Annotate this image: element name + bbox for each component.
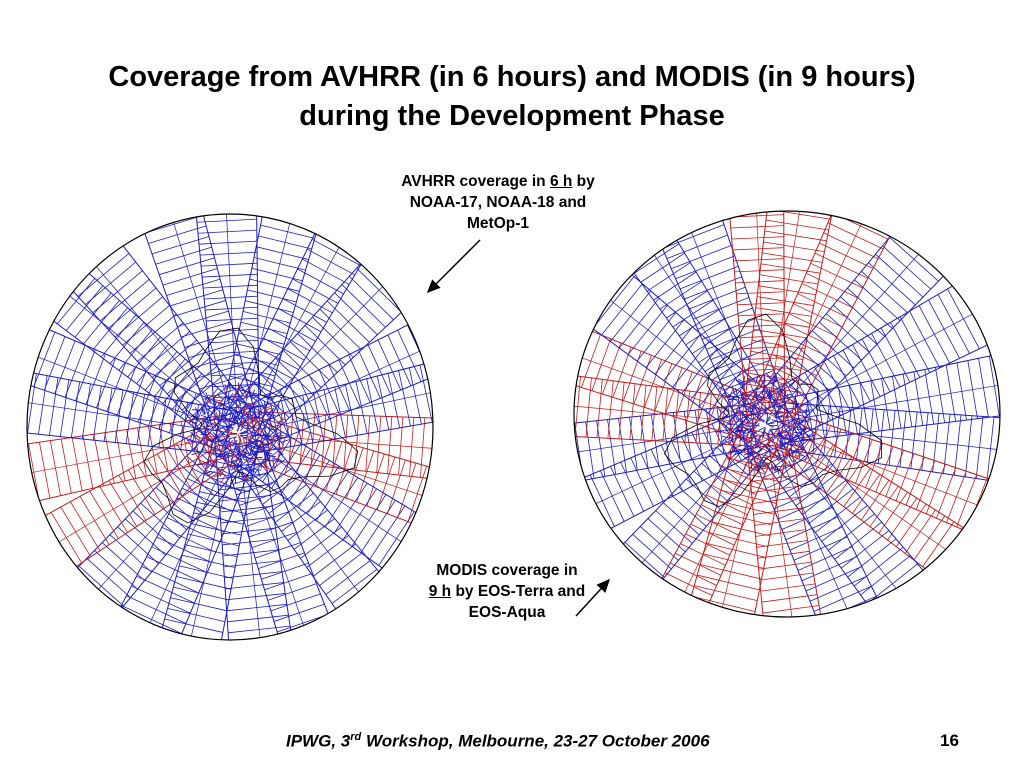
globe-outline bbox=[26, 213, 434, 641]
modis-callout: MODIS coverage in 9 h by EOS-Terra and E… bbox=[404, 560, 610, 623]
modis-callout-text: MODIS coverage in bbox=[436, 562, 578, 579]
avhrr-swath bbox=[749, 427, 903, 617]
slide-footer: IPWG, 3rd Workshop, Melbourne, 23-27 Oct… bbox=[286, 731, 710, 752]
avhrr-callout-duration: 6 h bbox=[549, 173, 573, 190]
modis-callout-satellites-2: EOS-Aqua bbox=[468, 604, 546, 621]
modis-callout-satellites: by EOS-Terra and bbox=[451, 583, 586, 600]
coastline bbox=[664, 313, 883, 508]
modis-swath bbox=[724, 211, 786, 415]
avhrr-swath bbox=[638, 211, 786, 421]
coastline bbox=[143, 327, 359, 524]
modis-swath bbox=[625, 426, 779, 617]
avhrr-callout-satellites-2: MetOp-1 bbox=[467, 215, 529, 232]
avhrr-callout-satellites: NOAA-17, NOAA-18 and bbox=[409, 194, 587, 211]
avhrr-callout: AVHRR coverage in 6 h by NOAA-17, NOAA-1… bbox=[378, 171, 618, 234]
modis-polar-coverage-map bbox=[573, 210, 1001, 618]
footer-superscript: rd bbox=[350, 731, 362, 743]
pole-cluster bbox=[716, 371, 816, 475]
modis-swath bbox=[774, 411, 1000, 546]
pole-cluster bbox=[185, 382, 289, 488]
slide-title-line1: Coverage from AVHRR (in 6 hours) and MOD… bbox=[108, 61, 916, 93]
footer-text-2: Workshop, Melbourne, 23-27 October 2006 bbox=[361, 731, 710, 751]
avhrr-swath bbox=[39, 431, 244, 640]
avhrr-swath bbox=[192, 214, 260, 420]
modis-callout-duration: 9 h bbox=[428, 583, 452, 600]
footer-text: IPWG, 3 bbox=[286, 731, 351, 751]
avhrr-callout-by: by bbox=[572, 173, 595, 190]
slide-title-line2: during the Development Phase bbox=[299, 100, 725, 132]
page-number: 16 bbox=[940, 731, 959, 750]
avhrr-polar-coverage-map bbox=[26, 213, 434, 641]
avhrr-swath bbox=[574, 403, 757, 495]
avhrr-swath bbox=[773, 349, 1000, 444]
globe-outline bbox=[573, 210, 1001, 618]
slide-title: Coverage from AVHRR (in 6 hours) and MOD… bbox=[0, 58, 1024, 136]
avhrr-swath bbox=[223, 439, 351, 640]
avhrr-callout-text: AVHRR coverage in bbox=[401, 173, 550, 190]
